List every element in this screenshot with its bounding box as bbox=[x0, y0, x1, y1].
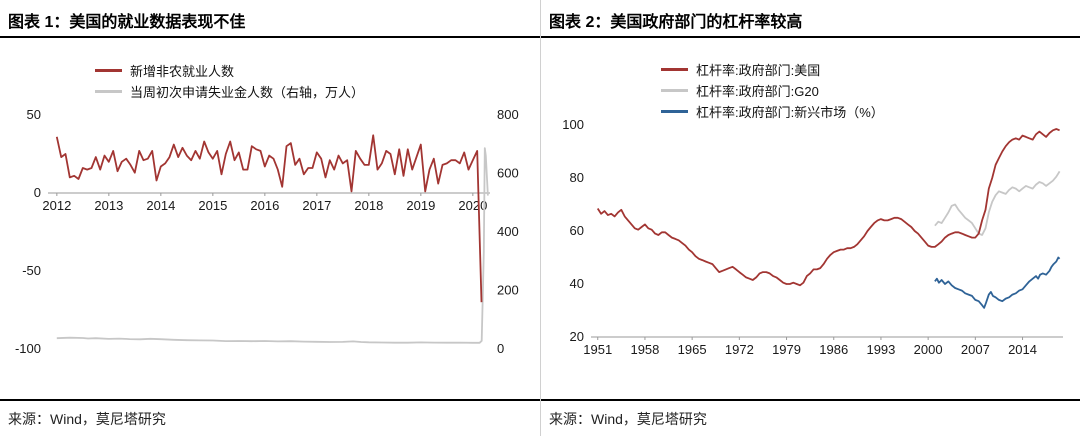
tick-label: 20 bbox=[570, 329, 584, 344]
tick-label: 1965 bbox=[678, 342, 707, 357]
tick-label: 1993 bbox=[866, 342, 895, 357]
legend-item-claims: 当周初次申请失业金人数（右轴，万人） bbox=[95, 81, 364, 102]
legend-swatch-em-leverage bbox=[661, 110, 688, 113]
tick-label: -50 bbox=[22, 263, 41, 278]
tick-label: 1986 bbox=[819, 342, 848, 357]
panel-chart2: 图表 2：美国政府部门的杠杆率较高 杠杆率:政府部门:美国 杠杆率:政府部门:G… bbox=[541, 0, 1080, 436]
employment-chart: 2012 2013 2014 2015 2016 2017 2018 2019 2020 50 0 -… bbox=[15, 107, 519, 356]
tick-label: 2012 bbox=[42, 198, 71, 213]
chart1-title-rule bbox=[0, 36, 540, 38]
panel-chart1: 图表 1：美国的就业数据表现不佳 新增非农就业人数 当周初次申请失业金人数（右轴… bbox=[0, 14, 540, 427]
leverage-chart: 1951 1958 1965 1972 1979 1986 1993 2000 2007 2014… bbox=[562, 117, 1063, 357]
chart1-source: 来源：Wind，莫尼塔研究 bbox=[8, 411, 166, 427]
legend-label-g20-leverage: 杠杆率:政府部门:G20 bbox=[696, 84, 819, 99]
tick-label: 80 bbox=[570, 170, 584, 185]
tick-label: 2015 bbox=[198, 198, 227, 213]
chart1-title: 图表 1：美国的就业数据表现不佳 bbox=[8, 14, 246, 31]
tick-label: 0 bbox=[34, 185, 41, 200]
legend-label-nonfarm: 新增非农就业人数 bbox=[130, 64, 235, 79]
tick-label: 50 bbox=[27, 107, 41, 122]
tick-label: 2018 bbox=[354, 198, 383, 213]
tick-label: 1951 bbox=[583, 342, 612, 357]
tick-label: 0 bbox=[497, 341, 504, 356]
legend-swatch-g20-leverage bbox=[661, 89, 688, 92]
tick-label: 60 bbox=[570, 223, 584, 238]
chart2-title: 图表 2：美国政府部门的杠杆率较高 bbox=[549, 14, 803, 31]
tick-label: 600 bbox=[497, 166, 519, 181]
series-line bbox=[55, 134, 483, 303]
legend-item-em-leverage: 杠杆率:政府部门:新兴市场（%） bbox=[661, 101, 884, 122]
tick-label: 2020 bbox=[458, 198, 487, 213]
chart2-bottom-rule bbox=[541, 399, 1080, 401]
tick-label: 1979 bbox=[772, 342, 801, 357]
series-line bbox=[56, 147, 489, 344]
panel-divider bbox=[540, 0, 541, 436]
tick-label: 1972 bbox=[725, 342, 754, 357]
tick-label: -100 bbox=[15, 341, 41, 356]
legend-swatch-nonfarm bbox=[95, 69, 122, 72]
tick-label: 400 bbox=[497, 224, 519, 239]
legend-item-g20-leverage: 杠杆率:政府部门:G20 bbox=[661, 80, 884, 101]
legend-item-us-leverage: 杠杆率:政府部门:美国 bbox=[661, 59, 884, 80]
legend-swatch-claims bbox=[95, 90, 122, 93]
series-line bbox=[934, 256, 1061, 309]
legend-item-nonfarm: 新增非农就业人数 bbox=[95, 60, 364, 81]
tick-label: 2019 bbox=[406, 198, 435, 213]
series-line bbox=[934, 170, 1061, 236]
chart1-bottom-rule bbox=[0, 399, 540, 401]
chart2-source: 来源：Wind，莫尼塔研究 bbox=[549, 411, 707, 427]
chart2-legend: 杠杆率:政府部门:美国 杠杆率:政府部门:G20 杠杆率:政府部门:新兴市场（%… bbox=[661, 59, 884, 122]
chart1-legend: 新增非农就业人数 当周初次申请失业金人数（右轴，万人） bbox=[95, 60, 364, 102]
legend-swatch-us-leverage bbox=[661, 68, 688, 71]
legend-label-us-leverage: 杠杆率:政府部门:美国 bbox=[696, 63, 821, 78]
chart2-title-rule bbox=[541, 36, 1080, 38]
tick-label: 2014 bbox=[1008, 342, 1037, 357]
tick-label: 2013 bbox=[94, 198, 123, 213]
tick-label: 2007 bbox=[961, 342, 990, 357]
legend-label-claims: 当周初次申请失业金人数（右轴，万人） bbox=[130, 85, 365, 100]
tick-label: 1958 bbox=[630, 342, 659, 357]
legend-label-em-leverage: 杠杆率:政府部门:新兴市场（%） bbox=[696, 105, 884, 120]
tick-label: 2017 bbox=[302, 198, 331, 213]
tick-label: 200 bbox=[497, 283, 519, 298]
tick-label: 2000 bbox=[914, 342, 943, 357]
tick-label: 2014 bbox=[146, 198, 175, 213]
tick-label: 2016 bbox=[250, 198, 279, 213]
tick-label: 40 bbox=[570, 276, 584, 291]
tick-label: 100 bbox=[562, 117, 584, 132]
tick-label: 800 bbox=[497, 107, 519, 122]
series-line bbox=[596, 128, 1060, 287]
